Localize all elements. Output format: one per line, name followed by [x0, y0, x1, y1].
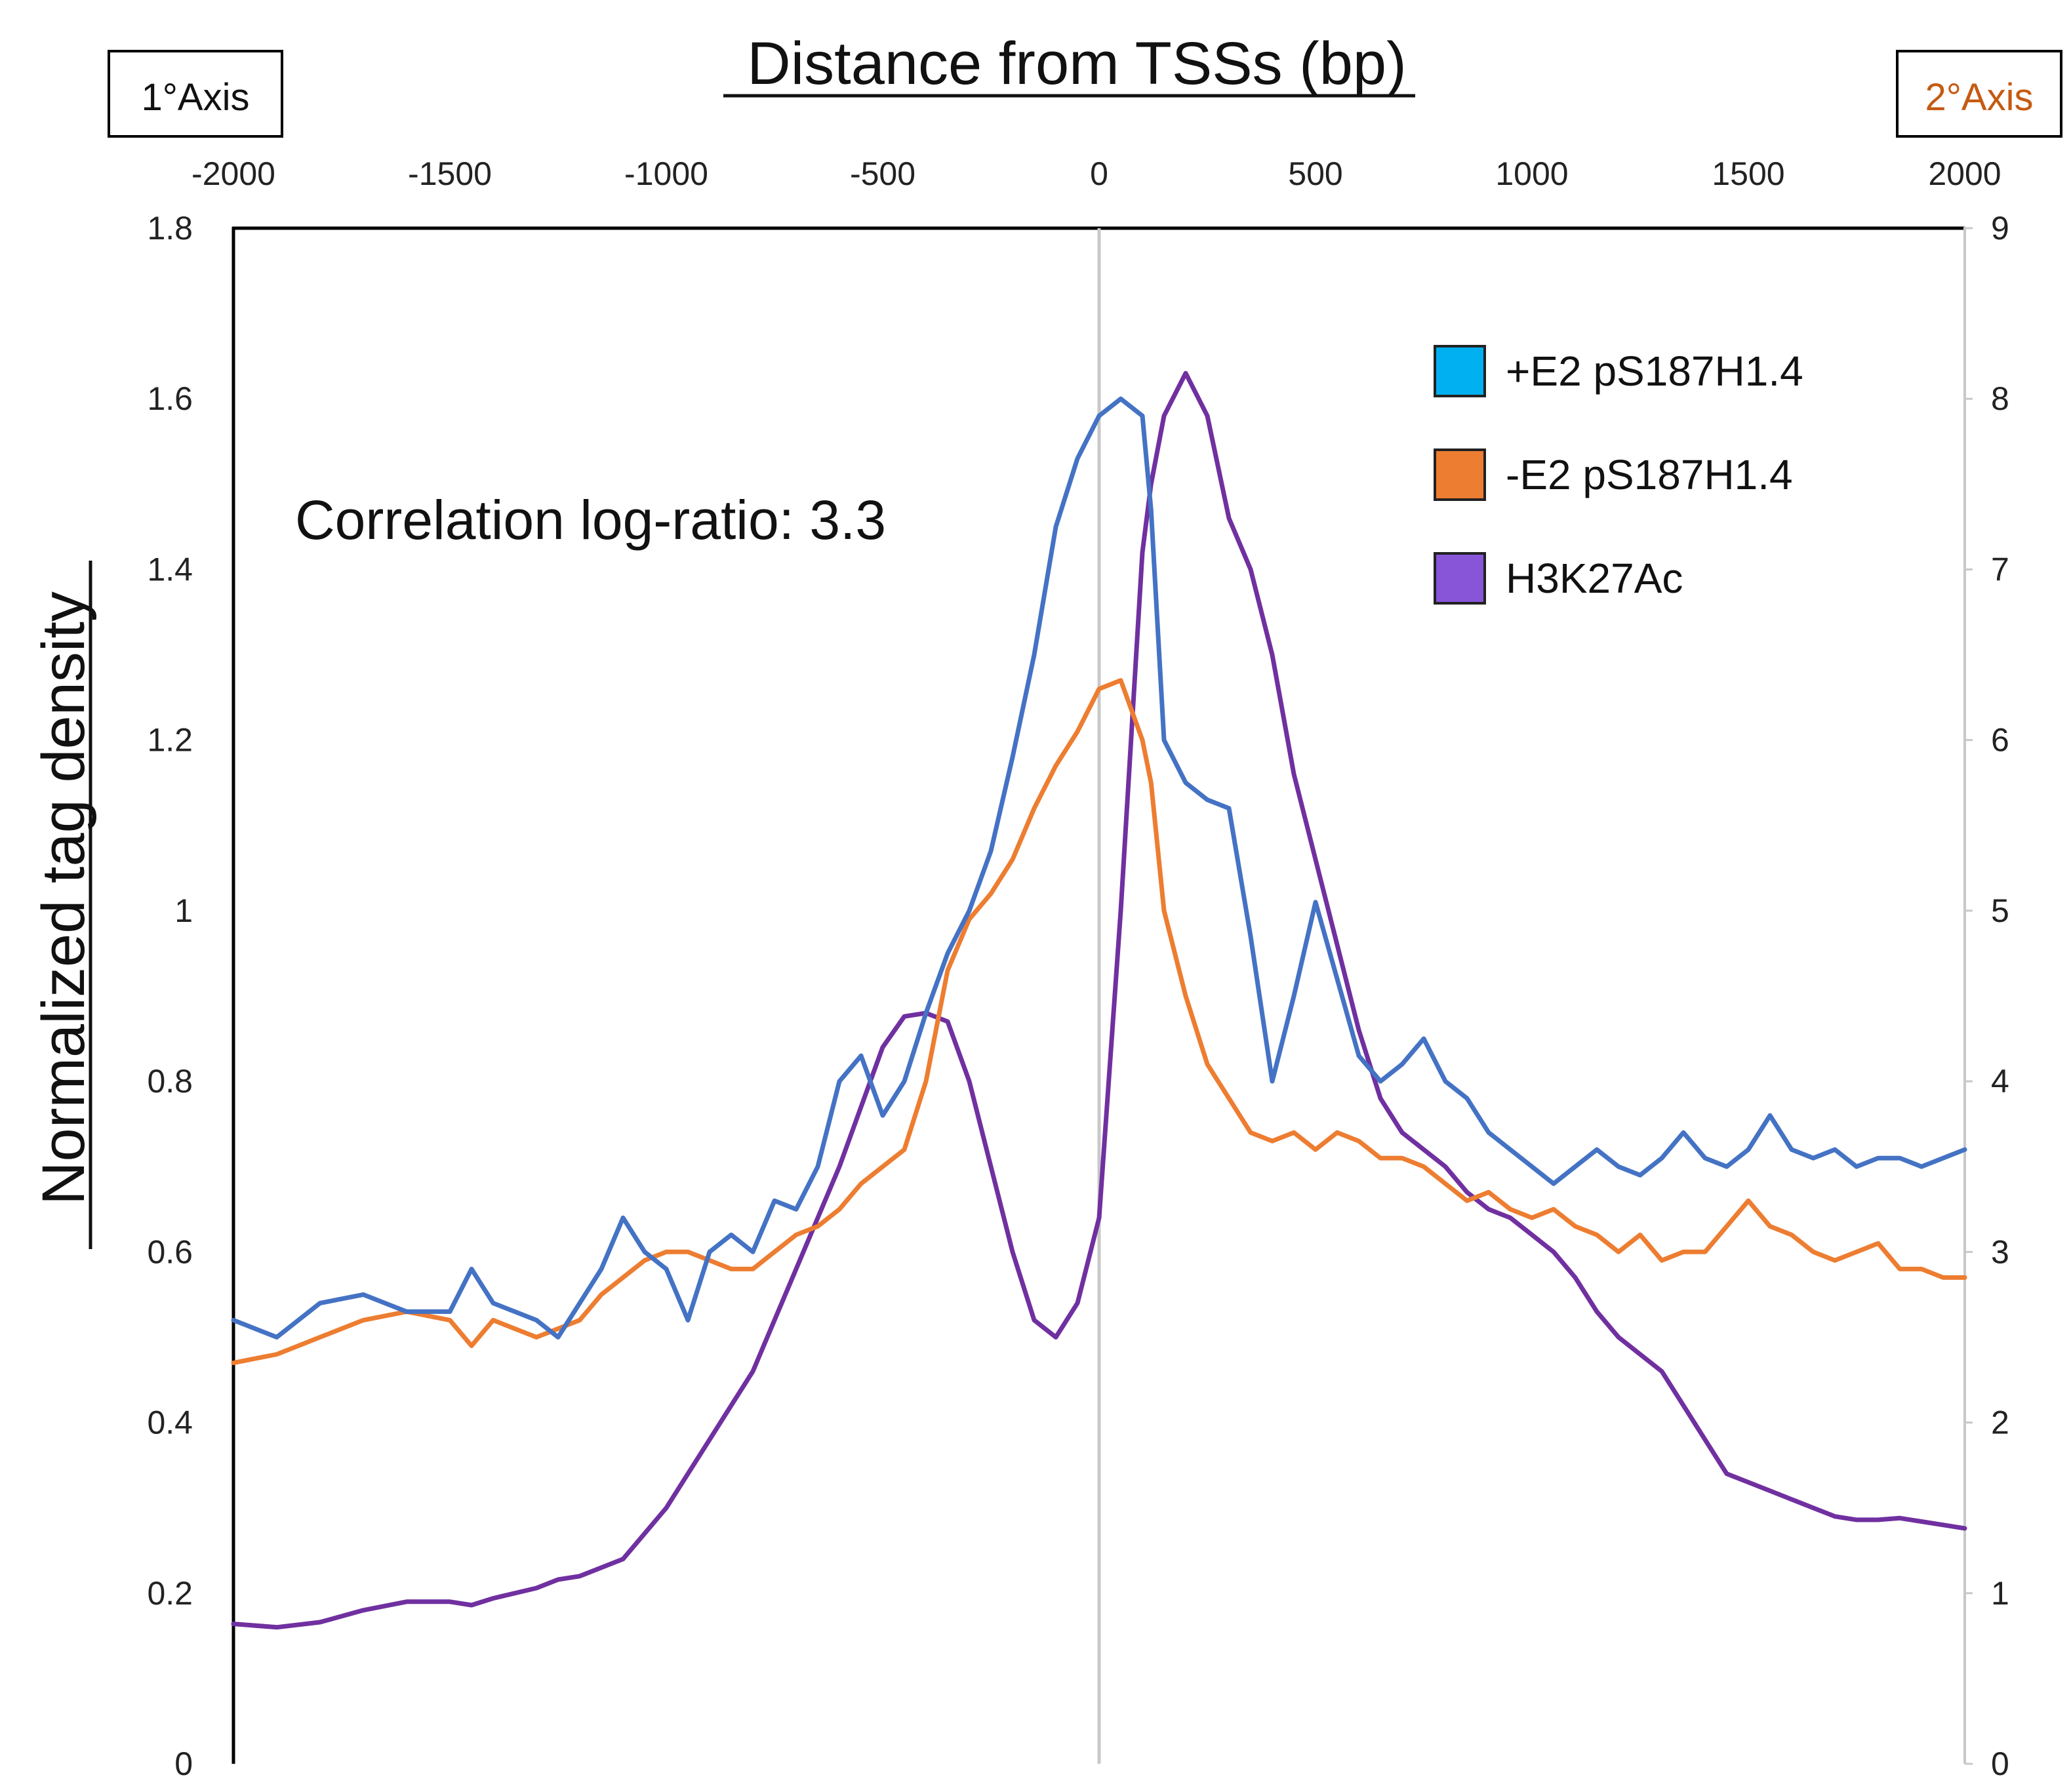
x-tick-label: -1500	[408, 155, 492, 192]
legend: +E2 pS187H1.4 -E2 pS187H1.4 H3K27Ac	[1434, 345, 1803, 605]
legend-swatch	[1434, 552, 1486, 605]
legend-label: -E2 pS187H1.4	[1506, 451, 1793, 498]
y-tick-label: 0.4	[147, 1404, 193, 1441]
x-tick-labels: -2000 -1500 -1000 -500 0 500 1000 1500 2000	[191, 155, 2001, 192]
series-line-e2-ps187h1-4	[231, 396, 1967, 1340]
chart-title: Distance from TSSs (bp)	[747, 30, 1407, 97]
y-tick-label: 0.8	[147, 1063, 193, 1100]
secondary-y-tick-label: 9	[1991, 210, 2009, 247]
x-tick-label: 2000	[1928, 155, 2001, 192]
y-tick-label: 0.6	[147, 1233, 193, 1270]
secondary-y-tick-label: 5	[1991, 892, 2009, 929]
secondary-y-tick-label: 3	[1991, 1233, 2009, 1270]
legend-label: +E2 pS187H1.4	[1506, 348, 1803, 395]
series-line-e2-ps187h1-4	[231, 678, 1967, 1365]
y-tick-label: 1.2	[147, 722, 193, 759]
secondary-y-tick-labels: 0 1 2 3 4 5 6 7 8 9	[1965, 210, 2009, 1782]
y-tick-label: 1	[174, 892, 193, 929]
secondary-y-tick-label: 2	[1991, 1404, 2009, 1441]
y-tick-label: 1.8	[147, 210, 193, 247]
x-tick-label: 1000	[1495, 155, 1568, 192]
y-tick-label: 1.6	[147, 380, 193, 417]
series-lines	[231, 370, 1967, 1630]
y-tick-label: 0.2	[147, 1575, 193, 1612]
y-tick-label: 0	[174, 1745, 193, 1782]
secondary-y-tick-label: 1	[1991, 1575, 2009, 1612]
secondary-y-tick-label: 0	[1991, 1745, 2009, 1782]
x-tick-label: -1000	[624, 155, 708, 192]
y-tick-labels: 0 0.2 0.4 0.6 0.8 1 1.2 1.4 1.6 1.8	[147, 210, 193, 1782]
legend-swatch	[1434, 448, 1486, 501]
secondary-axis-label: 2°Axis	[1925, 76, 2033, 119]
y-tick-label: 1.4	[147, 551, 193, 587]
correlation-annotation: Correlation log-ratio: 3.3	[295, 489, 886, 551]
primary-axis-box: 1°Axis	[108, 50, 283, 138]
legend-label: H3K27Ac	[1506, 555, 1683, 602]
y-axis-label: Normalized tag density	[30, 591, 97, 1205]
x-tick-label: 500	[1288, 155, 1342, 192]
x-tick-label: -500	[850, 155, 915, 192]
secondary-y-tick-label: 7	[1991, 551, 2009, 587]
series-line-h3k27ac	[231, 370, 1967, 1630]
x-tick-label: -2000	[191, 155, 275, 192]
secondary-y-tick-label: 4	[1991, 1063, 2009, 1100]
x-tick-label: 0	[1090, 155, 1108, 192]
secondary-y-tick-label: 6	[1991, 722, 2009, 759]
secondary-y-tick-label: 8	[1991, 380, 2009, 417]
legend-swatch	[1434, 345, 1486, 397]
secondary-axis-box: 2°Axis	[1896, 50, 2062, 138]
x-tick-label: 1500	[1712, 155, 1784, 192]
primary-axis-label: 1°Axis	[141, 76, 249, 119]
